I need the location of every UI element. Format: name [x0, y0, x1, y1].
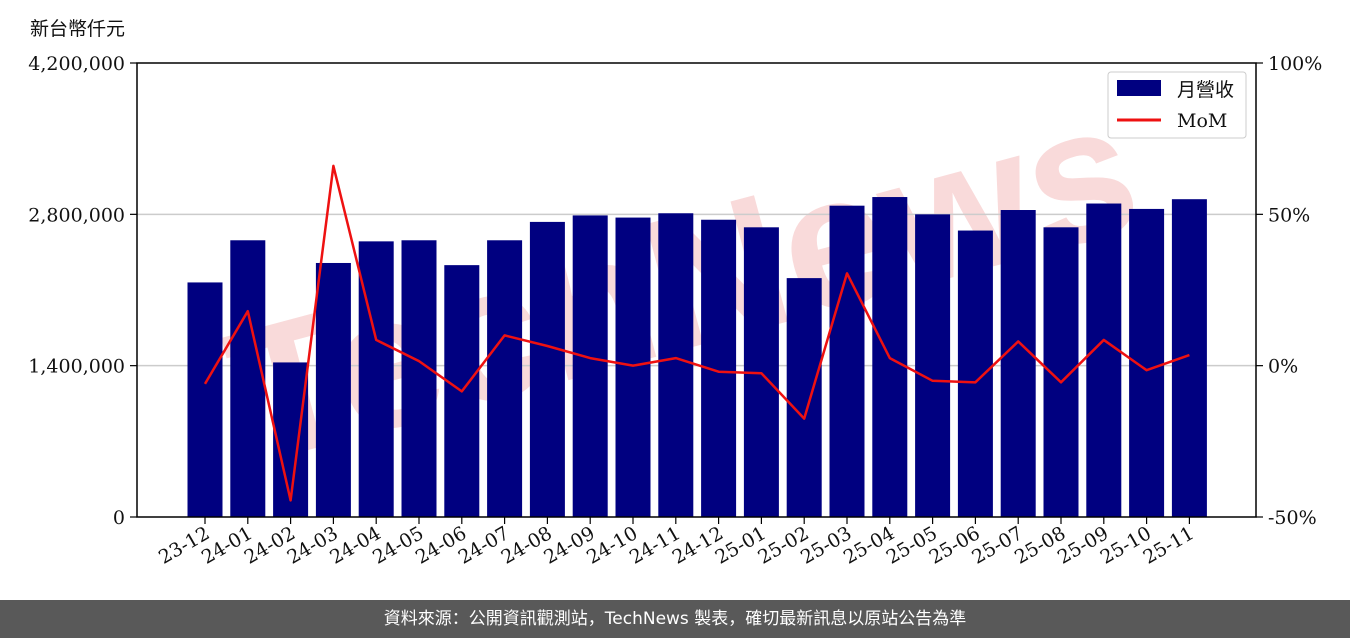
y-left-tick-label: 0	[113, 507, 125, 529]
y-right-tick-label: 100%	[1268, 53, 1322, 75]
legend-label-mom: MoM	[1177, 110, 1227, 132]
bar-23-12	[187, 282, 223, 517]
bar-24-03	[315, 262, 351, 517]
bar-25-06	[957, 230, 993, 518]
bar-25-05	[915, 214, 951, 518]
bar-24-07	[487, 240, 523, 517]
legend-label-revenue: 月營收	[1177, 79, 1234, 101]
source-footer: 資料來源：公開資訊觀測站，TechNews 製表，確切最新訊息以原站公告為準	[0, 600, 1350, 638]
y-left-tick-label: 2,800,000	[28, 204, 125, 226]
plot-frame	[136, 62, 1257, 518]
bar-24-10	[615, 217, 651, 518]
bar-series	[187, 197, 1207, 518]
bar-25-03	[829, 205, 865, 517]
x-tick-label: 25-11	[1139, 522, 1197, 568]
bar-24-05	[401, 240, 437, 517]
legend: 月營收 MoM	[1107, 71, 1247, 139]
y-right-ticks: -50% 0% 50% 100%	[1256, 53, 1322, 529]
bar-24-09	[572, 215, 608, 517]
legend-bar-swatch	[1117, 80, 1161, 96]
x-ticks: 23-1224-0124-0224-0324-0424-0524-0624-07…	[155, 517, 1198, 569]
bar-24-08	[529, 221, 565, 517]
bar-25-02	[786, 278, 822, 517]
bar-24-11	[658, 213, 694, 517]
y-right-tick-label: -50%	[1268, 507, 1317, 529]
mom-line	[203, 164, 1190, 502]
y-right-tick-label: 50%	[1268, 204, 1310, 226]
bar-24-04	[358, 241, 394, 517]
mom-line-series	[203, 164, 1190, 502]
y-axis-unit-label: 新台幣仟元	[30, 18, 126, 40]
y-right-tick-label: 0%	[1268, 356, 1298, 378]
y-left-tick-label: 1,400,000	[28, 356, 125, 378]
y-left-ticks: 0 1,400,000 2,800,000 4,200,000	[28, 53, 137, 529]
y-left-tick-label: 4,200,000	[28, 53, 125, 75]
bar-25-07	[1000, 210, 1036, 517]
plot-border	[136, 62, 1257, 518]
bar-24-01	[230, 240, 266, 517]
bar-25-09	[1086, 203, 1122, 517]
